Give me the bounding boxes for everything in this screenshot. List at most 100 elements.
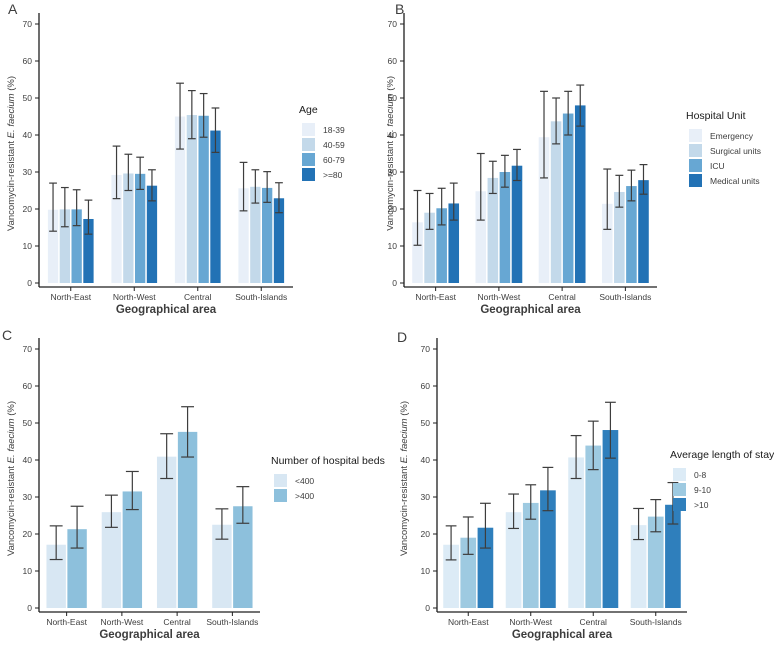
bar xyxy=(123,173,134,283)
bar xyxy=(540,490,556,608)
bar xyxy=(505,512,522,608)
x-tick-label: North-East xyxy=(46,617,87,627)
legend-label: >400 xyxy=(295,490,315,501)
legend-swatch xyxy=(274,489,287,502)
y-tick-label: 10 xyxy=(388,241,398,251)
error-bar xyxy=(476,152,485,221)
bar xyxy=(71,209,82,283)
legend-title: Hospital Unit xyxy=(686,110,746,122)
legend-swatch xyxy=(689,159,702,172)
legend-items: Emergency Surgical units ICU Medical units xyxy=(686,129,761,187)
x-tick-label: North-West xyxy=(509,617,552,627)
legend-swatch xyxy=(302,138,315,151)
bar xyxy=(436,208,447,283)
y-tick-label: 10 xyxy=(421,566,431,576)
x-axis-title: Geographical area xyxy=(480,304,581,316)
error-bar xyxy=(564,90,573,136)
error-bar xyxy=(587,420,599,471)
bar xyxy=(443,544,459,608)
error-bar xyxy=(160,433,174,480)
error-bar xyxy=(60,186,69,228)
bar xyxy=(499,172,511,283)
y-tick-label: 30 xyxy=(388,167,398,177)
error-bar xyxy=(667,481,679,525)
legend-items: <400 >400 xyxy=(271,474,385,502)
y-tick-label: 50 xyxy=(388,93,398,103)
bar xyxy=(59,209,70,283)
y-tick-label: 50 xyxy=(23,93,33,103)
error-bar xyxy=(275,182,283,214)
error-bar xyxy=(627,169,636,202)
y-tick-label: 70 xyxy=(23,344,33,354)
bar xyxy=(626,186,637,283)
legend-title: Age xyxy=(299,104,318,116)
y-tick-label: 40 xyxy=(421,455,431,465)
bar xyxy=(156,456,177,608)
legend-label: Medical units xyxy=(710,175,760,186)
bar xyxy=(412,222,423,283)
x-tick-label: North-West xyxy=(477,292,520,302)
y-tick-label: 30 xyxy=(23,167,33,177)
y-tick-label: 60 xyxy=(421,381,431,391)
legend-label: >10 xyxy=(694,499,709,510)
y-axis-title: Vancomycin-resistant E. faecium (%) xyxy=(6,401,17,556)
legend-label: Surgical units xyxy=(710,145,762,156)
error-bar xyxy=(211,107,220,153)
legend-swatch xyxy=(689,174,702,187)
chart-c-hospital-beds: 0 10 20 30 40 50 60 70 Vancomycin-resistant E. f… xyxy=(6,338,260,641)
y-tick-label: 70 xyxy=(23,19,33,29)
legend-label: 18-39 xyxy=(323,124,345,135)
error-bar xyxy=(603,168,612,230)
bar xyxy=(550,121,562,283)
y-tick-label: 30 xyxy=(421,492,431,502)
error-bar xyxy=(445,525,457,561)
x-tick-label: Central xyxy=(580,617,608,627)
error-bar xyxy=(639,164,648,195)
error-bar xyxy=(570,434,582,480)
panel-c: C 0 10 20 30 40 50 60 70 Vancomycin-resistant E.… xyxy=(0,325,387,649)
y-tick-label: 10 xyxy=(23,241,33,251)
bar xyxy=(135,173,146,283)
bar xyxy=(574,105,586,284)
x-tick-label: North-West xyxy=(100,617,143,627)
bar xyxy=(647,516,664,608)
bar xyxy=(638,180,649,283)
legend-item: >=80 xyxy=(302,168,345,181)
y-tick-label: 20 xyxy=(388,204,398,214)
legend-swatch xyxy=(689,129,702,142)
bar xyxy=(602,430,619,608)
x-axis-title: Geographical area xyxy=(512,629,613,641)
bar xyxy=(601,203,613,283)
error-bar xyxy=(199,92,208,138)
bar xyxy=(460,537,477,608)
bar xyxy=(630,525,647,608)
legend-label: <400 xyxy=(295,475,315,486)
error-bar xyxy=(187,89,196,140)
error-bar xyxy=(508,493,519,530)
x-tick-label: South-Islands xyxy=(630,617,682,627)
y-tick-label: 0 xyxy=(425,603,430,613)
legend-swatch xyxy=(274,474,287,487)
legend-item: Emergency xyxy=(689,129,761,142)
y-tick-label: 20 xyxy=(23,529,33,539)
bar xyxy=(562,113,574,283)
error-bar xyxy=(605,401,616,459)
error-bar xyxy=(236,486,250,524)
legend-label: 9-10 xyxy=(694,484,712,495)
y-tick-label: 60 xyxy=(23,381,33,391)
bar xyxy=(67,529,87,608)
legend-item: 60-79 xyxy=(302,153,345,166)
x-tick-label: Central xyxy=(184,292,212,302)
legend-title: Number of hospital beds xyxy=(271,455,385,467)
legend-item: Medical units xyxy=(689,174,761,187)
bar xyxy=(424,212,435,283)
error-bar xyxy=(49,525,63,561)
legend-swatch xyxy=(302,168,315,181)
legend-swatch xyxy=(689,144,702,157)
error-bar xyxy=(239,161,248,212)
bar xyxy=(210,130,221,283)
x-tick-label: South-Islands xyxy=(235,292,287,302)
legend-swatch xyxy=(302,123,315,136)
error-bar xyxy=(488,160,497,195)
error-bar xyxy=(181,406,195,458)
